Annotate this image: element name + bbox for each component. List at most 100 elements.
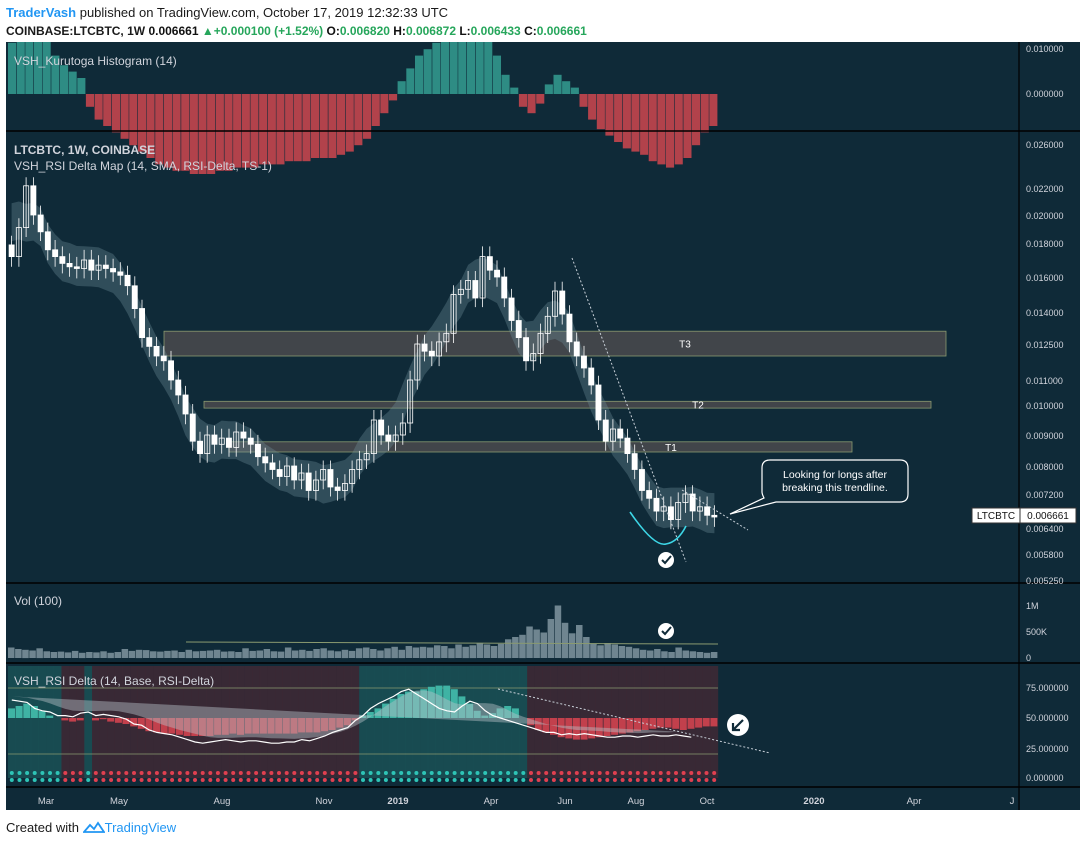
rsi-delta-bar xyxy=(8,708,15,718)
volume-bar xyxy=(341,649,349,659)
rsi-delta-bar xyxy=(122,718,130,724)
last-price: 0.006661 xyxy=(148,24,199,38)
kurutoga-title: VSH_Kurutoga Histogram (14) xyxy=(14,54,177,68)
volume-bar xyxy=(221,651,228,658)
rsi-dot-top xyxy=(48,771,52,775)
rsi-dot-top xyxy=(170,771,175,775)
candle-body xyxy=(88,259,95,271)
rsi-dot-top xyxy=(78,771,83,775)
kurutoga-bar xyxy=(544,84,553,94)
high-label: H: xyxy=(393,24,406,38)
rsi-dot-bottom xyxy=(330,778,335,782)
rsi-dot-top xyxy=(25,771,30,775)
target-zone-T1 xyxy=(228,441,853,453)
rsi-delta-title: VSH_RSI Delta (14, Base, RSI-Delta) xyxy=(14,674,214,688)
tradingview-link[interactable]: TradingView xyxy=(104,820,177,835)
rsi-background-column xyxy=(53,666,62,778)
annotation-line-1: Looking for longs after xyxy=(783,469,887,481)
rsi-background-column xyxy=(76,666,85,778)
rsi-dot-top xyxy=(277,771,281,775)
rsi-dot-top xyxy=(200,771,205,775)
volume-bar xyxy=(86,652,93,658)
candle-body xyxy=(602,419,609,442)
rsi-dot-top xyxy=(132,771,136,775)
volume-bar xyxy=(128,650,136,658)
rsi-delta-bar xyxy=(168,718,176,734)
chart-area[interactable]: T3 T2 T1 0.010000 0.000000 0.026000 0.022000 0… xyxy=(6,10,1080,810)
volume-bar xyxy=(519,634,526,659)
candle-body xyxy=(211,434,218,445)
low-value: 0.006433 xyxy=(470,24,521,38)
price-pane: T3 T2 T1 xyxy=(8,177,947,563)
kurutoga-bar xyxy=(683,94,692,158)
volume-bar xyxy=(377,650,384,658)
rsi-dot-top xyxy=(582,771,587,775)
rsi-dot-bottom xyxy=(353,778,358,782)
rsi-dot-bottom xyxy=(185,778,190,782)
rsi-dot-top xyxy=(215,771,220,775)
candle-body xyxy=(254,443,261,458)
price-tick: 0.009000 xyxy=(1026,431,1064,441)
symbol-label: COINBASE:LTCBTC, 1W xyxy=(6,24,146,38)
candle-body xyxy=(262,456,269,464)
candle-body xyxy=(428,350,435,357)
rsi-dot-bottom xyxy=(208,778,213,782)
rsi-dot-top xyxy=(689,771,694,775)
candle-body xyxy=(573,341,580,357)
rsi-delta-bar xyxy=(275,718,283,734)
rsi-delta-bar xyxy=(343,718,351,726)
candle-body xyxy=(30,185,37,216)
price-tag-value-box xyxy=(1019,507,1077,524)
rsi-delta-bar xyxy=(634,718,641,732)
rsi-delta-bar xyxy=(550,718,557,735)
rsi-delta-bar xyxy=(664,718,672,728)
kurutoga-pane xyxy=(8,10,718,174)
volume-bar xyxy=(114,652,121,658)
volume-bar xyxy=(256,650,263,658)
candle-body xyxy=(23,185,30,229)
rsi-dot-bottom xyxy=(551,778,556,782)
candle-body xyxy=(631,453,638,470)
candle-body xyxy=(312,479,319,491)
rsi-delta-bar xyxy=(656,718,664,728)
rsi-dot-top xyxy=(9,771,14,775)
annotation-callout[interactable]: Looking for longs after breaking this tr… xyxy=(729,459,909,515)
volume-bar xyxy=(604,643,611,658)
rsi-dot-top xyxy=(40,771,45,775)
rsi-background-column xyxy=(46,666,54,778)
volume-bar xyxy=(348,650,356,658)
volume-bar xyxy=(249,650,256,658)
volume-bar xyxy=(675,647,682,658)
price-tick: 0.016000 xyxy=(1026,273,1064,283)
rsi-delta-bar xyxy=(595,718,603,738)
price-tick: 0.007200 xyxy=(1026,490,1064,500)
rsi-dot-top xyxy=(261,771,266,775)
volume-bar xyxy=(710,652,718,658)
candle-body xyxy=(197,440,203,455)
rsi-delta-bar xyxy=(641,718,649,730)
kurutoga-bar xyxy=(276,94,285,165)
kurutoga-bar xyxy=(700,94,709,133)
rsi-dot-top xyxy=(307,771,312,775)
volume-bar xyxy=(57,651,65,658)
rsi-dot-bottom xyxy=(483,778,488,782)
candle-body xyxy=(225,437,232,448)
candle-body xyxy=(653,497,660,512)
candle-body xyxy=(356,459,363,470)
volume-bar xyxy=(178,652,185,658)
rsi-background-column xyxy=(435,666,444,778)
rsi-delta-bar xyxy=(359,715,367,718)
kurutoga-bar xyxy=(189,94,198,174)
candle-body xyxy=(233,431,240,448)
rsi-dot-top xyxy=(376,771,381,775)
rsi-delta-bar xyxy=(603,718,611,736)
volume-bar xyxy=(618,646,626,658)
publisher-link[interactable]: TraderVash xyxy=(6,5,77,20)
volume-bar xyxy=(384,648,391,659)
rsi-background-column xyxy=(389,666,398,778)
rsi-dot-bottom xyxy=(712,778,717,782)
rsi-dot-bottom xyxy=(101,778,106,782)
candle-body xyxy=(305,472,312,491)
rsi-dot-top xyxy=(109,771,114,775)
